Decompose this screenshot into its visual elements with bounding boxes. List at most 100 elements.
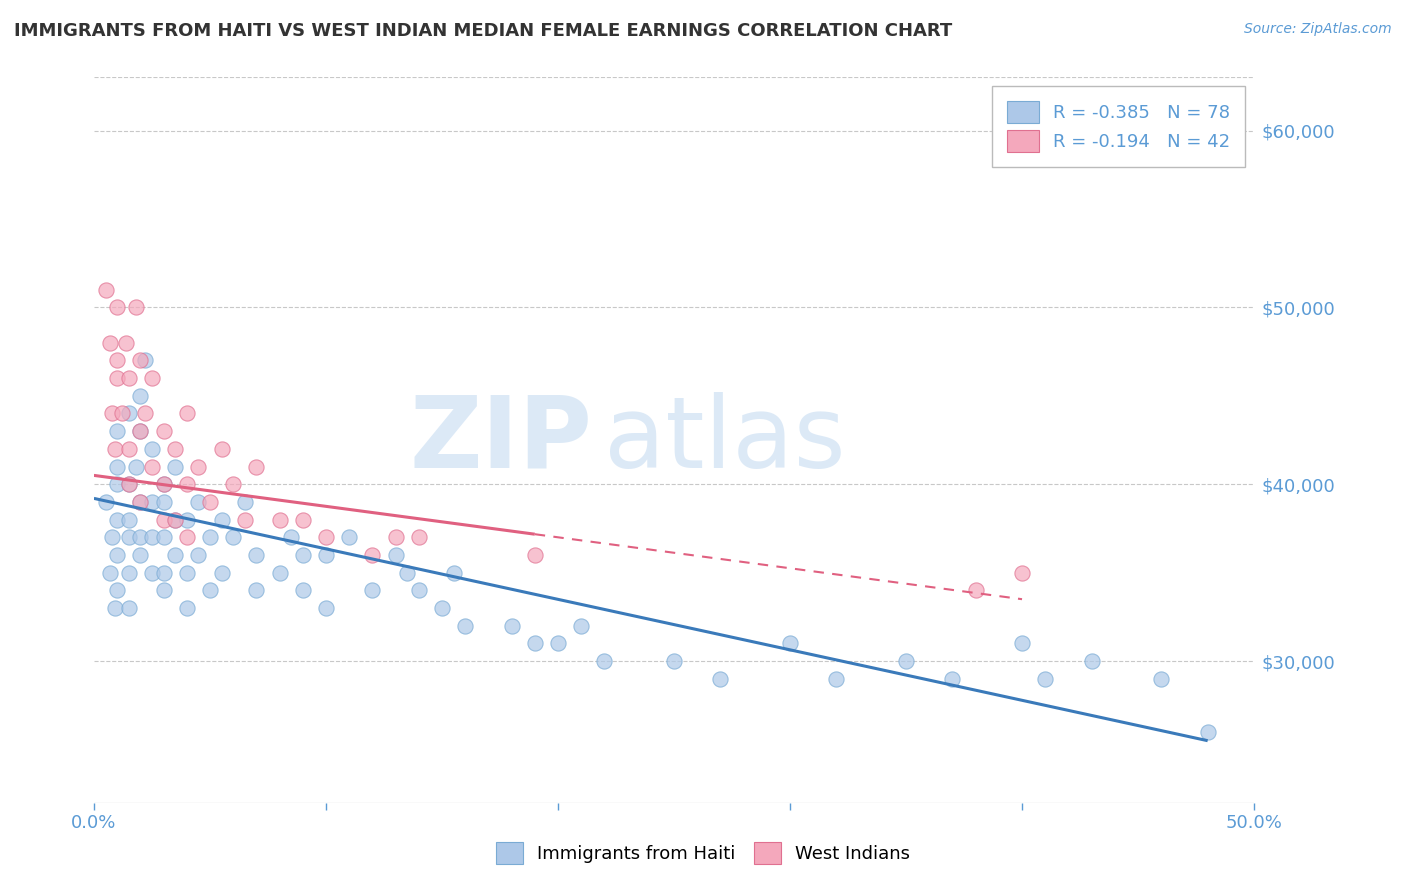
Point: [176, 513, 198, 527]
Point: [176, 407, 198, 421]
Point: [965, 583, 987, 598]
Point: [245, 583, 267, 598]
Point: [211, 513, 233, 527]
Point: [98, 335, 121, 350]
Point: [152, 513, 174, 527]
Point: [187, 459, 209, 474]
Point: [141, 442, 163, 456]
Point: [187, 548, 209, 562]
Point: [134, 353, 156, 368]
Point: [152, 566, 174, 580]
Point: [1033, 672, 1056, 686]
Point: [141, 530, 163, 544]
Point: [125, 301, 148, 315]
Point: [361, 583, 384, 598]
Point: [105, 424, 128, 438]
Point: [152, 583, 174, 598]
Point: [662, 654, 685, 668]
Point: [454, 618, 477, 632]
Point: [245, 548, 267, 562]
Point: [291, 548, 314, 562]
Point: [430, 601, 453, 615]
Point: [118, 477, 141, 491]
Point: [396, 566, 419, 580]
Point: [152, 530, 174, 544]
Point: [443, 566, 465, 580]
Point: [384, 548, 406, 562]
Text: ZIP: ZIP: [411, 392, 593, 489]
Point: [94, 283, 117, 297]
Point: [198, 495, 221, 509]
Point: [152, 477, 174, 491]
Point: [118, 513, 141, 527]
Point: [165, 548, 187, 562]
Point: [118, 477, 141, 491]
Point: [941, 672, 963, 686]
Point: [152, 424, 174, 438]
Point: [709, 672, 731, 686]
Point: [105, 477, 128, 491]
Text: IMMIGRANTS FROM HAITI VS WEST INDIAN MEDIAN FEMALE EARNINGS CORRELATION CHART: IMMIGRANTS FROM HAITI VS WEST INDIAN MED…: [14, 22, 952, 40]
Point: [894, 654, 917, 668]
Point: [569, 618, 592, 632]
Point: [129, 495, 152, 509]
Point: [408, 583, 430, 598]
Point: [111, 407, 134, 421]
Point: [129, 495, 152, 509]
Point: [233, 513, 256, 527]
Point: [118, 371, 141, 385]
Point: [94, 495, 117, 509]
Point: [280, 530, 302, 544]
Point: [104, 601, 127, 615]
Text: Source: ZipAtlas.com: Source: ZipAtlas.com: [1244, 22, 1392, 37]
Point: [1080, 654, 1102, 668]
Point: [211, 566, 233, 580]
Point: [134, 407, 156, 421]
Point: [269, 513, 291, 527]
Point: [118, 442, 141, 456]
Point: [105, 301, 128, 315]
Point: [291, 583, 314, 598]
Point: [501, 618, 523, 632]
Point: [593, 654, 616, 668]
Point: [101, 530, 124, 544]
Point: [98, 566, 121, 580]
Point: [129, 548, 152, 562]
Point: [141, 566, 163, 580]
Point: [165, 513, 187, 527]
Point: [101, 407, 124, 421]
Point: [129, 424, 152, 438]
Text: atlas: atlas: [605, 392, 846, 489]
Point: [176, 601, 198, 615]
Point: [129, 530, 152, 544]
Point: [233, 495, 256, 509]
Legend: R = -0.385   N = 78, R = -0.194   N = 42: R = -0.385 N = 78, R = -0.194 N = 42: [993, 87, 1246, 167]
Point: [1197, 724, 1219, 739]
Point: [105, 459, 128, 474]
Point: [104, 442, 127, 456]
Point: [269, 566, 291, 580]
Point: [361, 548, 384, 562]
Point: [523, 636, 546, 650]
Point: [125, 459, 148, 474]
Point: [779, 636, 801, 650]
Point: [152, 477, 174, 491]
Point: [118, 407, 141, 421]
Point: [245, 459, 267, 474]
Point: [105, 513, 128, 527]
Point: [165, 459, 187, 474]
Legend: Immigrants from Haiti, West Indians: Immigrants from Haiti, West Indians: [481, 828, 925, 879]
Point: [1011, 636, 1033, 650]
Point: [115, 335, 138, 350]
Point: [118, 601, 141, 615]
Point: [105, 353, 128, 368]
Point: [222, 530, 245, 544]
Point: [825, 672, 848, 686]
Point: [141, 495, 163, 509]
Point: [176, 566, 198, 580]
Point: [105, 583, 128, 598]
Point: [198, 583, 221, 598]
Point: [152, 495, 174, 509]
Point: [141, 371, 163, 385]
Point: [129, 389, 152, 403]
